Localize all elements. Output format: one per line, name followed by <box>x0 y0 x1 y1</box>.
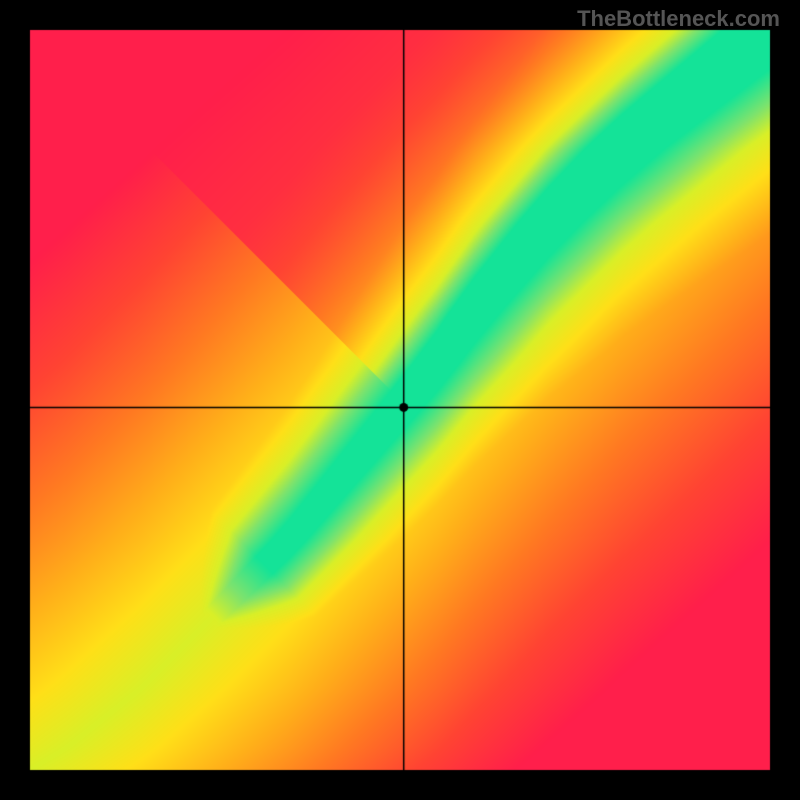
watermark-text: TheBottleneck.com <box>577 6 780 32</box>
chart-container: TheBottleneck.com <box>0 0 800 800</box>
heatmap-canvas <box>0 0 800 800</box>
